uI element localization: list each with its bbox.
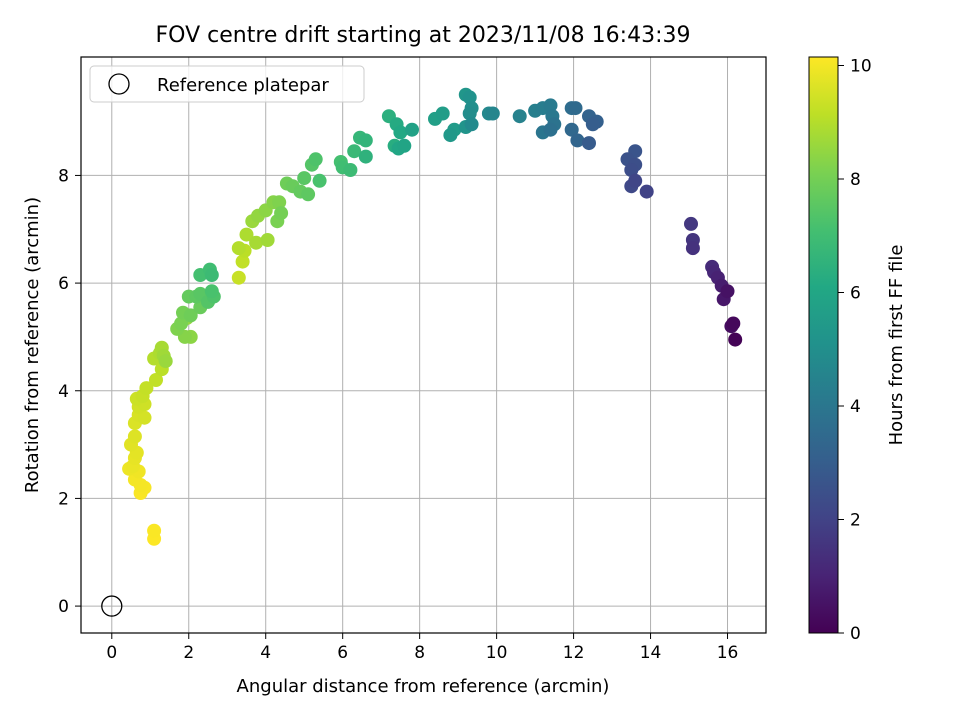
data-point xyxy=(137,410,152,425)
x-tick-label: 12 xyxy=(563,643,585,663)
x-axis-label: Angular distance from reference (arcmin) xyxy=(237,676,610,697)
data-point xyxy=(405,122,419,137)
data-point xyxy=(726,316,741,331)
y-tick-label: 8 xyxy=(58,166,69,186)
x-tick-label: 14 xyxy=(640,643,662,663)
data-point xyxy=(149,373,163,387)
x-tick-label: 0 xyxy=(106,643,117,663)
data-point xyxy=(174,316,189,331)
data-point xyxy=(312,173,327,188)
data-point xyxy=(235,254,250,269)
data-point xyxy=(628,173,643,188)
colorbar-ticks: 0 2 4 6 8 10 xyxy=(838,57,872,644)
data-point xyxy=(204,284,219,299)
data-point xyxy=(147,523,162,538)
x-axis-ticks: 0 2 4 6 8 10 12 14 16 xyxy=(106,633,738,663)
data-point xyxy=(639,184,654,199)
data-point xyxy=(127,429,142,444)
data-point xyxy=(720,284,735,299)
data-point xyxy=(728,332,743,347)
data-point xyxy=(308,152,323,167)
data-point xyxy=(274,206,289,221)
data-point xyxy=(685,241,700,256)
data-point xyxy=(301,187,316,202)
y-tick-label: 6 xyxy=(58,274,69,294)
data-point xyxy=(435,106,450,121)
data-point xyxy=(139,381,154,396)
data-point xyxy=(204,268,219,282)
colorbar-gradient xyxy=(808,56,839,634)
colorbar-tick-label: 0 xyxy=(850,624,861,644)
data-point xyxy=(272,195,287,210)
data-point xyxy=(543,98,558,113)
data-point xyxy=(158,354,173,369)
colorbar-tick-label: 4 xyxy=(850,397,861,417)
data-point xyxy=(183,308,198,323)
x-tick-label: 6 xyxy=(337,643,348,663)
chart-title: FOV centre drift starting at 2023/11/08 … xyxy=(156,23,691,48)
data-point xyxy=(347,144,362,159)
data-point xyxy=(512,109,527,124)
data-point xyxy=(249,235,264,250)
data-point xyxy=(543,122,558,137)
x-tick-label: 4 xyxy=(260,643,271,663)
legend: Reference platepar xyxy=(89,65,365,103)
data-point xyxy=(397,138,412,153)
y-axis-ticks: 0 2 4 6 8 xyxy=(58,166,81,617)
data-point xyxy=(231,270,246,285)
y-tick-label: 4 xyxy=(58,382,69,402)
colorbar-label: Hours from first FF file xyxy=(886,245,907,446)
data-point xyxy=(358,133,373,148)
data-point xyxy=(393,125,408,140)
legend-box xyxy=(89,65,365,103)
data-point xyxy=(343,163,358,177)
data-point xyxy=(443,128,458,143)
reference-platepar-marker xyxy=(101,595,123,617)
data-point xyxy=(260,233,275,247)
data-point xyxy=(462,90,477,105)
x-tick-label: 10 xyxy=(486,643,508,663)
data-point xyxy=(231,241,246,256)
data-point xyxy=(239,227,254,242)
data-point xyxy=(564,122,579,137)
x-tick-label: 8 xyxy=(414,643,425,663)
data-point xyxy=(464,117,479,132)
data-point xyxy=(462,106,477,121)
data-point xyxy=(485,106,500,121)
data-point xyxy=(585,117,600,132)
plot-frame xyxy=(80,56,767,634)
x-tick-label: 2 xyxy=(183,643,194,663)
data-point xyxy=(297,171,312,186)
data-points xyxy=(122,87,743,546)
legend-marker-reference xyxy=(108,73,130,95)
data-point xyxy=(570,133,585,148)
legend-label-reference: Reference platepar xyxy=(157,75,329,96)
x-tick-label: 16 xyxy=(717,643,739,663)
data-point xyxy=(684,216,698,231)
colorbar-tick-label: 10 xyxy=(850,57,872,77)
data-point xyxy=(568,101,583,116)
colorbar-tick-label: 2 xyxy=(850,511,861,531)
data-point xyxy=(624,163,639,177)
colorbar: 0 2 4 6 8 10 Hours from first FF file xyxy=(808,56,907,644)
reference-marker xyxy=(101,595,123,617)
data-point xyxy=(358,149,373,164)
colorbar-tick-label: 6 xyxy=(850,284,861,304)
grid-lines xyxy=(81,57,766,633)
y-tick-label: 0 xyxy=(58,597,69,617)
colorbar-tick-label: 8 xyxy=(850,170,861,190)
data-point xyxy=(582,136,596,151)
y-tick-label: 2 xyxy=(58,489,69,509)
y-axis-label: Rotation from reference (arcmin) xyxy=(22,197,43,493)
